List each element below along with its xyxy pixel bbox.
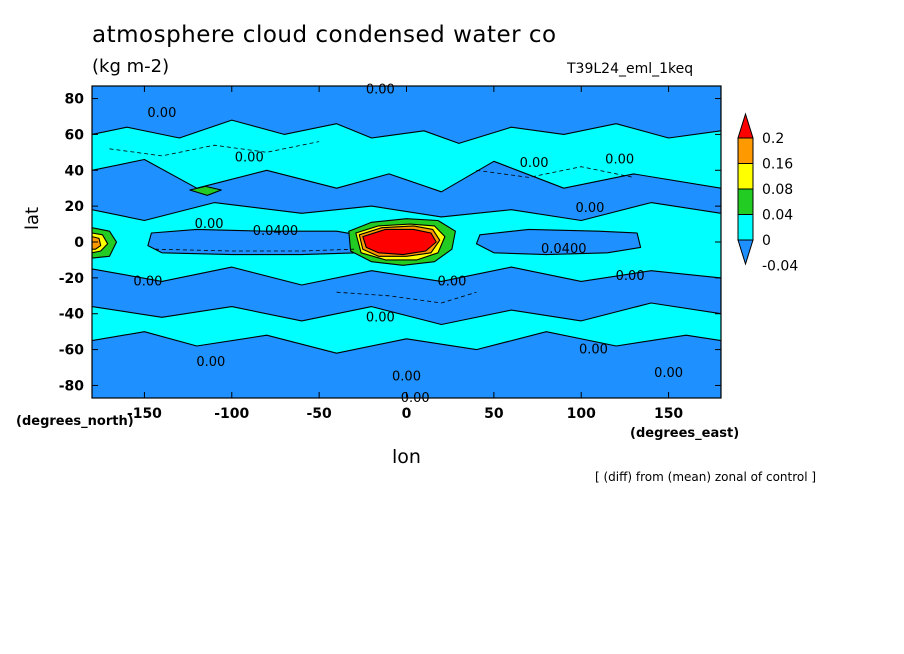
y-axis-unit: (degrees_north)	[16, 414, 134, 429]
colorbar-label: 0.16	[762, 157, 793, 173]
contour-region	[92, 266, 721, 326]
colorbar-label: 0	[762, 233, 771, 249]
contour-label: 0.00	[392, 369, 421, 384]
contour-region	[362, 228, 437, 256]
contour-region	[92, 86, 721, 144]
contour-label: 0.00	[579, 343, 608, 358]
x-tick-label: 150	[654, 406, 683, 422]
contour-region	[189, 185, 222, 196]
colorbar-bottom-arrow	[737, 239, 754, 266]
colorbar-box	[737, 188, 754, 215]
contour-region	[92, 236, 102, 250]
x-tick-label: 0	[402, 406, 412, 422]
dashed-contour	[109, 141, 320, 157]
chart-note: [ (diff) from (mean) zonal of control ]	[595, 470, 817, 484]
run-label: T39L24_eml_1keq	[567, 61, 694, 77]
y-tick-label: -80	[59, 378, 85, 394]
x-tick-label: 100	[567, 406, 596, 422]
contour-label: 0.00	[147, 106, 176, 121]
contour-label: 0.00	[437, 274, 466, 289]
x-tick-label: 50	[484, 406, 504, 422]
chart-title: atmosphere cloud condensed water co	[92, 22, 557, 48]
y-tick-label: 40	[65, 163, 85, 179]
colorbar-box	[737, 214, 754, 241]
contour-label: 0.00	[401, 391, 430, 406]
colorbar-label: 0.08	[762, 182, 793, 198]
y-tick-label: -60	[59, 343, 85, 359]
colorbar: 0.2 0.16 0.08 0.04 0 -0.04	[737, 112, 798, 275]
x-tick-label: -150	[127, 406, 162, 422]
contour-label: 0.00	[196, 355, 225, 370]
axes: -150 -100 -50 0 50 100 150 80 60 40 20 0 -20 -40 -60 -8…	[59, 86, 721, 422]
contour-label: 0.00	[366, 310, 395, 325]
x-tick-label: -100	[214, 406, 249, 422]
contour-label: 0.00	[654, 366, 683, 381]
contour-label: 0.00	[195, 217, 224, 232]
x-tick-label: -50	[306, 406, 332, 422]
chart-units: (kg m-2)	[92, 56, 170, 77]
y-tick-label: -40	[59, 307, 85, 323]
x-axis-label: lon	[392, 446, 421, 468]
contour-label: 0.00	[366, 83, 395, 98]
y-axis-label: lat	[22, 206, 43, 230]
y-tick-label: -20	[59, 271, 85, 287]
contour-field	[92, 86, 721, 398]
contour-labels: 0.00 0.00 0.00 0.00 0.00 0.00 0.00 0.0400 0.0400…	[133, 83, 683, 406]
y-tick-label: 0	[74, 235, 84, 251]
x-axis-unit: (degrees_east)	[630, 426, 740, 441]
colorbar-label: 0.04	[762, 208, 793, 224]
contour-label: 0.00	[235, 151, 264, 166]
dashed-contour	[476, 166, 634, 178]
colorbar-box	[737, 137, 754, 164]
contour-region	[475, 228, 642, 256]
dashed-contour	[336, 291, 477, 304]
colorbar-top-arrow	[737, 112, 754, 139]
y-tick-label: 60	[65, 127, 85, 143]
contour-label: 0.0400	[253, 224, 299, 239]
colorbar-box	[737, 163, 754, 190]
y-tick-label: 80	[65, 92, 85, 108]
contour-label: 0.0400	[541, 242, 587, 257]
contour-label: 0.00	[520, 156, 549, 171]
contour-region	[92, 331, 721, 398]
contour-label: 0.00	[575, 201, 604, 216]
contour-label: 0.00	[616, 269, 645, 284]
colorbar-label: 0.2	[762, 131, 784, 147]
contour-label: 0.00	[133, 274, 162, 289]
dashed-contour	[154, 248, 355, 252]
colorbar-label: -0.04	[762, 259, 798, 275]
contour-region	[92, 158, 721, 222]
y-tick-label: 20	[65, 199, 85, 215]
contour-label: 0.00	[605, 153, 634, 168]
